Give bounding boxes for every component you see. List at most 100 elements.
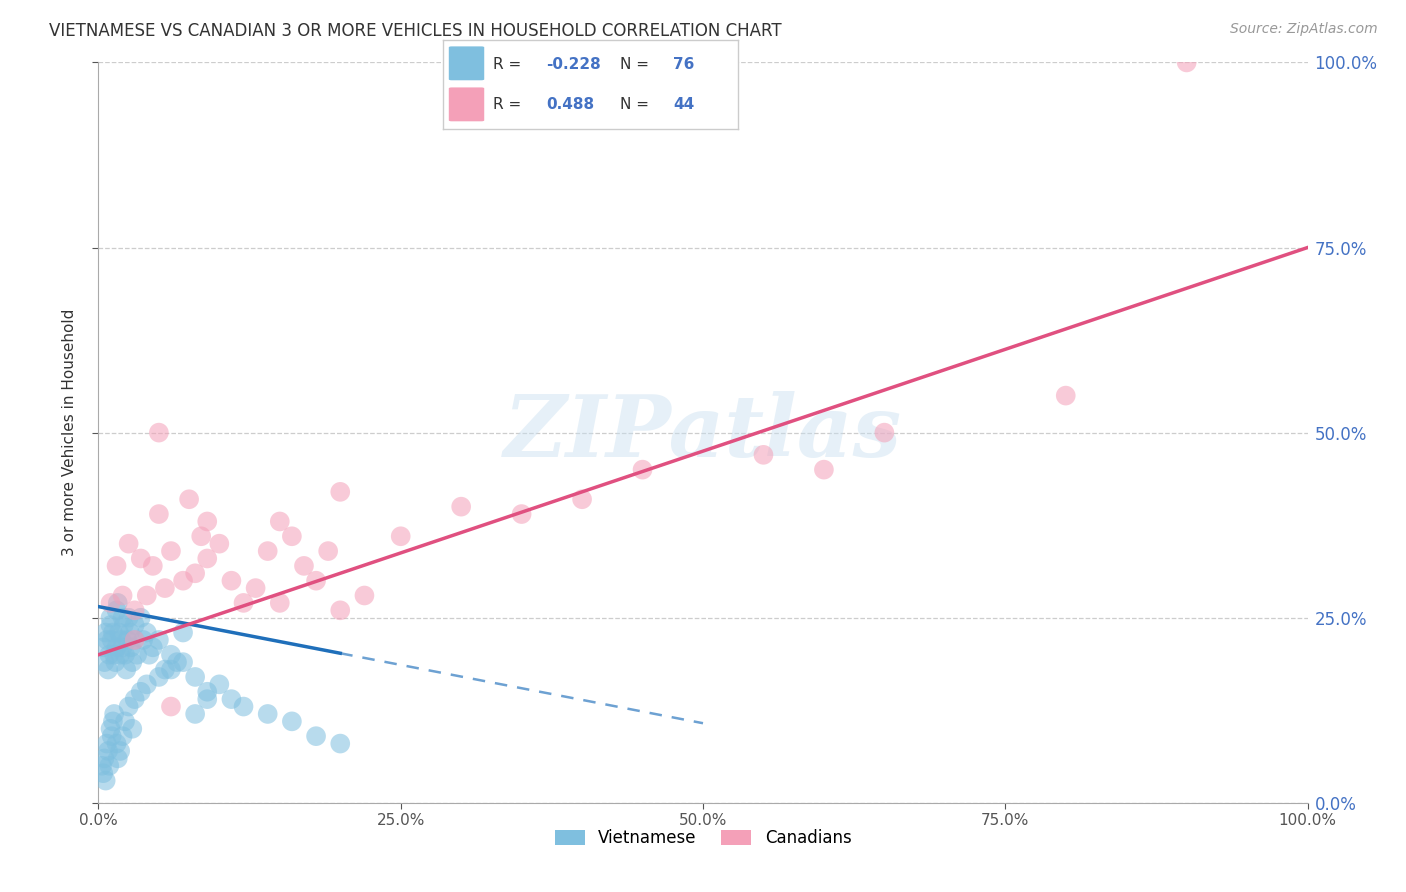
Point	[114, 714, 136, 729]
Point	[256, 706, 278, 721]
Point	[1054, 388, 1077, 402]
Point	[389, 529, 412, 543]
Point	[208, 677, 231, 691]
Point	[281, 529, 304, 543]
Point	[135, 589, 157, 603]
Point	[148, 632, 170, 647]
Text: VIETNAMESE VS CANADIAN 3 OR MORE VEHICLES IN HOUSEHOLD CORRELATION CHART: VIETNAMESE VS CANADIAN 3 OR MORE VEHICLE…	[49, 22, 782, 40]
Point	[510, 507, 533, 521]
Point	[118, 699, 141, 714]
Text: R =: R =	[494, 97, 531, 112]
Point	[124, 618, 146, 632]
Point	[100, 618, 122, 632]
Point	[108, 648, 131, 662]
Point	[245, 581, 267, 595]
Point	[101, 714, 124, 729]
Point	[111, 610, 134, 624]
Point	[232, 596, 254, 610]
Point	[148, 425, 170, 440]
Point	[148, 670, 170, 684]
Point	[142, 558, 165, 573]
Point	[94, 773, 117, 788]
Text: N =: N =	[620, 57, 654, 71]
Point	[129, 610, 152, 624]
Point	[208, 536, 231, 550]
Point	[172, 625, 194, 640]
Point	[111, 729, 134, 743]
Point	[97, 663, 120, 677]
Point	[94, 625, 117, 640]
Point	[111, 640, 134, 655]
Point	[172, 574, 194, 588]
Point	[121, 655, 143, 669]
Point	[160, 699, 183, 714]
Point	[118, 610, 141, 624]
Point	[269, 515, 291, 529]
Point	[98, 648, 121, 662]
Point	[873, 425, 896, 440]
Point	[118, 625, 141, 640]
Point	[93, 655, 115, 669]
Point	[100, 729, 122, 743]
Point	[329, 737, 352, 751]
Point	[91, 766, 114, 780]
Point	[96, 737, 118, 751]
Point	[100, 610, 122, 624]
Point	[752, 448, 775, 462]
Point	[112, 618, 135, 632]
Text: 0.488: 0.488	[546, 97, 595, 112]
Point	[138, 648, 160, 662]
Point	[97, 744, 120, 758]
Point	[124, 692, 146, 706]
Point	[100, 596, 122, 610]
Point	[91, 758, 114, 772]
Point	[166, 655, 188, 669]
Point	[104, 655, 127, 669]
Point	[110, 632, 132, 647]
Legend: Vietnamese, Canadians: Vietnamese, Canadians	[548, 822, 858, 854]
Text: R =: R =	[494, 57, 526, 71]
Point	[124, 603, 146, 617]
Point	[148, 507, 170, 521]
Text: ZIPatlas: ZIPatlas	[503, 391, 903, 475]
Point	[98, 758, 121, 772]
Point	[305, 729, 328, 743]
Point	[121, 722, 143, 736]
Text: 76: 76	[673, 57, 695, 71]
Point	[184, 670, 207, 684]
Point	[179, 492, 201, 507]
Text: 44: 44	[673, 97, 695, 112]
Point	[153, 581, 176, 595]
Point	[305, 574, 328, 588]
Point	[120, 640, 142, 655]
Point	[316, 544, 339, 558]
Point	[221, 692, 243, 706]
Point	[142, 640, 165, 655]
Point	[105, 640, 128, 655]
Point	[256, 544, 278, 558]
Y-axis label: 3 or more Vehicles in Household: 3 or more Vehicles in Household	[62, 309, 77, 557]
Point	[195, 692, 218, 706]
Point	[105, 558, 128, 573]
Point	[184, 566, 207, 581]
Point	[160, 663, 183, 677]
Point	[1175, 55, 1198, 70]
Point	[91, 640, 114, 655]
Point	[100, 722, 122, 736]
Point	[108, 744, 131, 758]
Text: N =: N =	[620, 97, 654, 112]
Point	[100, 632, 122, 647]
Point	[101, 625, 124, 640]
Point	[108, 625, 131, 640]
Point	[353, 589, 375, 603]
FancyBboxPatch shape	[449, 46, 484, 80]
Point	[190, 529, 212, 543]
Point	[221, 574, 243, 588]
Point	[129, 685, 152, 699]
FancyBboxPatch shape	[449, 87, 484, 121]
Point	[232, 699, 254, 714]
Point	[160, 544, 183, 558]
Point	[127, 648, 149, 662]
Point	[107, 751, 129, 765]
Point	[631, 462, 654, 476]
